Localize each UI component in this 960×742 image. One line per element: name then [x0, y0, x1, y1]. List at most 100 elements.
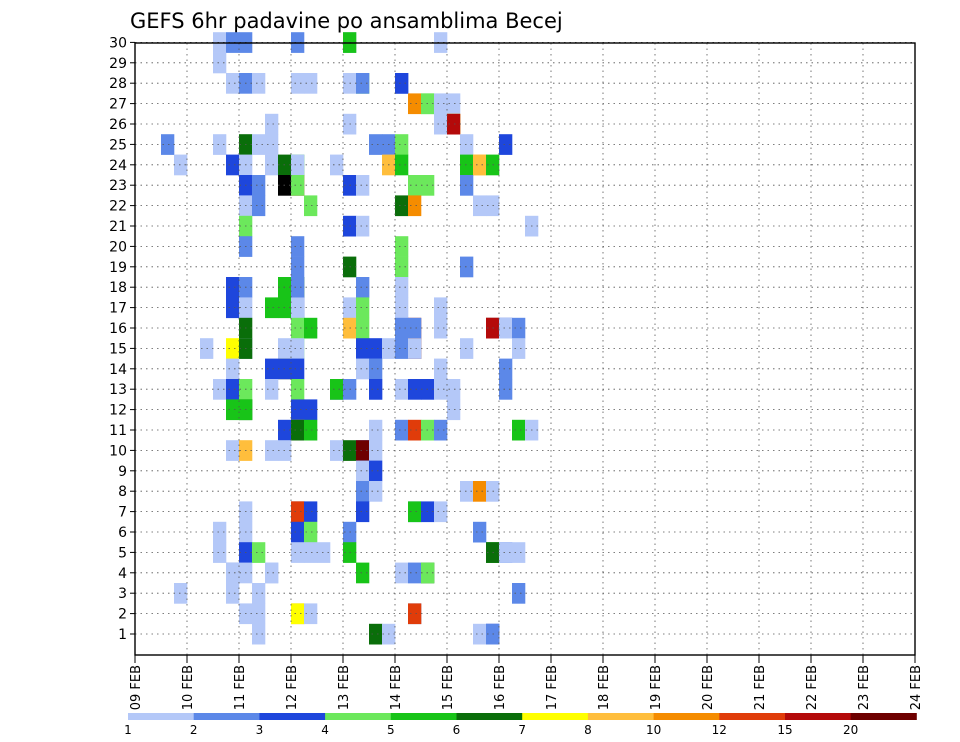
- precip-cell: [213, 52, 227, 74]
- legend-swatch: [785, 713, 852, 720]
- precip-cell: [356, 277, 370, 298]
- precip-cell: [226, 277, 240, 298]
- y-tick-label: 27: [109, 97, 127, 113]
- precip-cell: [252, 73, 266, 94]
- precip-cell: [499, 542, 513, 563]
- x-tick-label: 19 FEB: [649, 665, 664, 710]
- grid-lines: [135, 42, 915, 655]
- y-tick-label: 3: [118, 586, 127, 602]
- precip-cell: [291, 603, 305, 625]
- legend-swatch: [719, 713, 786, 720]
- precip-cell: [291, 73, 305, 94]
- precip-cell: [408, 195, 422, 217]
- precip-cell: [499, 317, 513, 339]
- y-tick-label: 9: [118, 464, 127, 480]
- precip-cell: [291, 297, 305, 319]
- precip-cell: [434, 317, 448, 339]
- precip-cell: [291, 338, 305, 359]
- precip-cell: [408, 175, 422, 196]
- y-tick-label: 2: [118, 607, 127, 623]
- precip-cell: [291, 256, 305, 278]
- precip-cell: [356, 481, 370, 502]
- y-tick-label: 20: [109, 239, 127, 255]
- precip-cell: [408, 379, 422, 400]
- plot-frame: [134, 42, 916, 656]
- precip-cell: [252, 134, 266, 155]
- precip-cell: [408, 603, 422, 625]
- precip-cell: [291, 379, 305, 400]
- precip-cell: [265, 113, 279, 135]
- y-tick-label: 16: [109, 321, 127, 337]
- precip-cell: [395, 195, 409, 217]
- precip-cell: [304, 317, 318, 339]
- precip-cell: [512, 583, 526, 604]
- precip-cell: [395, 419, 409, 441]
- precip-cell: [395, 379, 409, 400]
- precip-cell: [369, 338, 383, 359]
- precip-cell: [213, 521, 227, 543]
- precip-cell: [434, 419, 448, 441]
- precip-cell: [291, 501, 305, 523]
- precip-cell: [265, 379, 279, 400]
- precip-cell: [356, 562, 370, 584]
- precip-cell: [473, 521, 487, 543]
- precip-cell: [265, 154, 279, 176]
- precip-cell: [291, 521, 305, 543]
- y-tick-label: 17: [109, 301, 127, 317]
- x-tick-label: 23 FEB: [857, 665, 872, 710]
- precip-cell: [226, 73, 240, 94]
- precip-cell: [395, 134, 409, 155]
- legend-swatch: [390, 713, 457, 720]
- precip-cell: [369, 419, 383, 441]
- precip-cell: [408, 419, 422, 441]
- precip-cell: [291, 542, 305, 563]
- y-tick-label: 8: [118, 484, 127, 500]
- precip-cell: [356, 73, 370, 94]
- precip-cell: [291, 175, 305, 196]
- y-tick-label: 10: [109, 443, 127, 459]
- legend-label: 2: [190, 723, 198, 737]
- x-tick-label: 20 FEB: [701, 665, 716, 710]
- precip-cell: [213, 542, 227, 563]
- precip-cell: [499, 379, 513, 400]
- precip-cell: [291, 419, 305, 441]
- precip-cell: [434, 297, 448, 319]
- precip-cell: [369, 481, 383, 502]
- precip-cell: [226, 379, 240, 400]
- precip-cell: [226, 399, 240, 421]
- precip-cell: [226, 154, 240, 176]
- precip-cell: [434, 358, 448, 380]
- x-tick-label: 17 FEB: [545, 665, 560, 710]
- precip-cell: [408, 338, 422, 359]
- precip-cell: [434, 113, 448, 135]
- x-tick-label: 22 FEB: [805, 665, 820, 710]
- legend-label: 8: [584, 723, 592, 737]
- precip-cell: [395, 236, 409, 257]
- y-tick-label: 4: [118, 566, 127, 582]
- precip-cell: [369, 358, 383, 380]
- precip-cell: [395, 317, 409, 339]
- precip-cell: [252, 623, 266, 645]
- precip-cell: [356, 175, 370, 196]
- precip-cell: [174, 583, 188, 604]
- precip-cell: [369, 623, 383, 645]
- y-tick-label: 13: [109, 382, 127, 398]
- y-axis: 1234567891011121314151617181920212223242…: [109, 35, 135, 643]
- y-tick-label: 21: [109, 219, 127, 235]
- precip-cell: [291, 277, 305, 298]
- y-tick-label: 5: [118, 545, 127, 561]
- precip-cell: [161, 134, 175, 155]
- legend-label: 10: [646, 723, 661, 737]
- precip-cells: [161, 32, 539, 645]
- precip-cell: [434, 379, 448, 400]
- y-tick-label: 30: [109, 35, 127, 51]
- precip-cell: [304, 542, 318, 563]
- legend-swatch: [850, 713, 917, 720]
- x-tick-label: 18 FEB: [597, 665, 612, 710]
- precip-cell: [291, 358, 305, 380]
- precip-cell: [226, 297, 240, 319]
- y-tick-label: 1: [118, 627, 127, 643]
- precip-cell: [512, 338, 526, 359]
- precip-cell: [512, 419, 526, 441]
- y-tick-label: 25: [109, 137, 127, 153]
